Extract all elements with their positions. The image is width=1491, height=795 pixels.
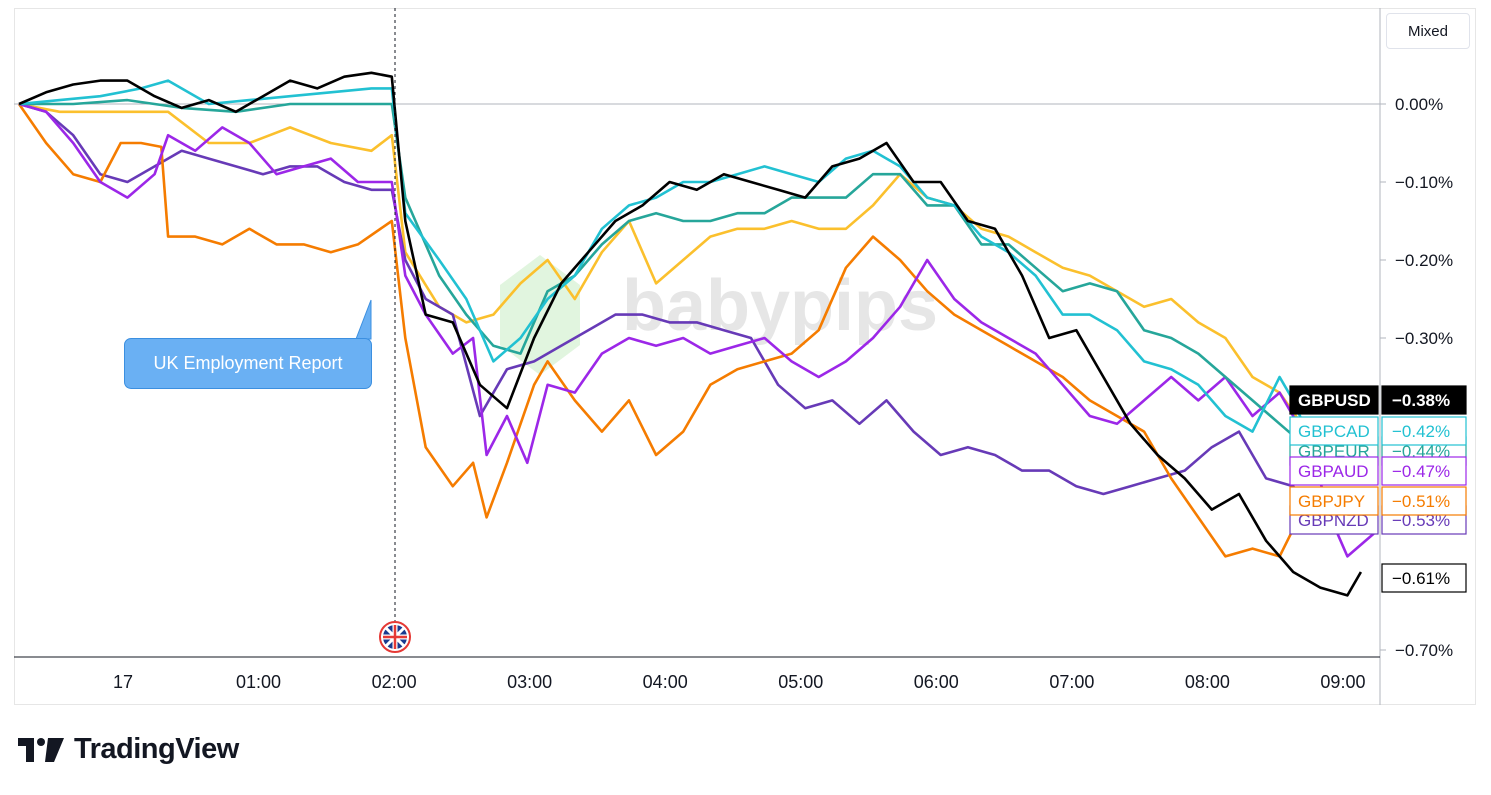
y-tick-label: −0.30% xyxy=(1395,329,1453,348)
x-tick-label[interactable]: 03:00 xyxy=(507,672,552,692)
y-tick-label: −0.70% xyxy=(1395,641,1453,660)
last-price-value: −0.61% xyxy=(1392,569,1450,588)
uk-flag-icon[interactable] xyxy=(379,621,411,653)
x-tick-label[interactable]: 05:00 xyxy=(778,672,823,692)
price-label-symbol: GBPCAD xyxy=(1298,422,1370,441)
price-label-gbpaud[interactable]: GBPAUD −0.47% xyxy=(1289,456,1467,486)
y-tick-label: −0.20% xyxy=(1395,251,1453,270)
event-layer xyxy=(355,8,411,653)
price-label-value: −0.42% xyxy=(1392,422,1450,441)
series-line-gbpeur[interactable] xyxy=(19,98,1308,449)
price-label-value: −0.47% xyxy=(1392,462,1450,481)
price-labels: GBPEUR −0.44% GBPNZD −0.53% GBPUSD −0.38% GBPC… xyxy=(1289,385,1467,593)
series-line-gbpchf[interactable] xyxy=(18,102,1308,433)
price-label-value: −0.51% xyxy=(1392,492,1450,511)
price-label-symbol: GBPAUD xyxy=(1298,462,1369,481)
x-tick-label[interactable]: 09:00 xyxy=(1320,672,1365,692)
x-tick-label[interactable]: 08:00 xyxy=(1185,672,1230,692)
x-tick-label[interactable]: 02:00 xyxy=(372,672,417,692)
watermark-text: babypips xyxy=(622,266,938,346)
price-label-symbol: GBPJPY xyxy=(1298,492,1365,511)
series-line-gbpcad[interactable] xyxy=(18,79,1308,433)
x-tick-label[interactable]: 07:00 xyxy=(1049,672,1094,692)
x-tick-label[interactable]: 17 xyxy=(113,672,133,692)
price-label-value: −0.44% xyxy=(1392,442,1450,461)
y-tick-label: 0.00% xyxy=(1395,95,1443,114)
price-label-symbol: GBPEUR xyxy=(1298,442,1370,461)
y-tick-label: −0.10% xyxy=(1395,173,1453,192)
price-label-gbpusd[interactable]: GBPUSD −0.38% xyxy=(1289,385,1467,415)
x-tick-label[interactable]: 06:00 xyxy=(914,672,959,692)
scale-mode-button[interactable]: Mixed xyxy=(1386,13,1470,49)
price-label-value: −0.53% xyxy=(1392,511,1450,530)
series-line-gbpjpy[interactable] xyxy=(17,103,1308,558)
series-line-gbpusd[interactable] xyxy=(18,71,1363,597)
price-label-gbpcad[interactable]: GBPCAD −0.42% xyxy=(1289,416,1467,446)
price-label-symbol: GBPUSD xyxy=(1298,391,1371,410)
axis-layer: 0.00% −0.10% −0.20% −0.30% −0.70% 17 01:00 02:0… xyxy=(14,8,1453,705)
series-line-gbpnzd[interactable] xyxy=(18,102,1375,527)
event-callout: UK Employment Report xyxy=(124,338,372,389)
tradingview-logo-icon xyxy=(18,737,64,762)
tradingview-brand[interactable]: TradingView xyxy=(18,733,239,766)
price-label-gbpjpy[interactable]: GBPJPY −0.51% xyxy=(1289,486,1467,516)
series-line-gbpaud[interactable] xyxy=(18,102,1376,558)
watermark: babypips xyxy=(500,255,938,375)
chart-area[interactable] xyxy=(14,8,1476,705)
price-label-value: −0.38% xyxy=(1392,391,1450,410)
series-layer xyxy=(17,71,1376,597)
x-tick-label[interactable]: 01:00 xyxy=(236,672,281,692)
tradingview-wordmark: TradingView xyxy=(74,733,239,765)
event-callout-label: UK Employment Report xyxy=(153,353,343,373)
last-price-label[interactable]: −0.61% xyxy=(1381,563,1467,593)
event-callout-pointer xyxy=(355,299,372,340)
x-tick-label[interactable]: 04:00 xyxy=(643,672,688,692)
price-label-symbol: GBPNZD xyxy=(1298,511,1369,530)
